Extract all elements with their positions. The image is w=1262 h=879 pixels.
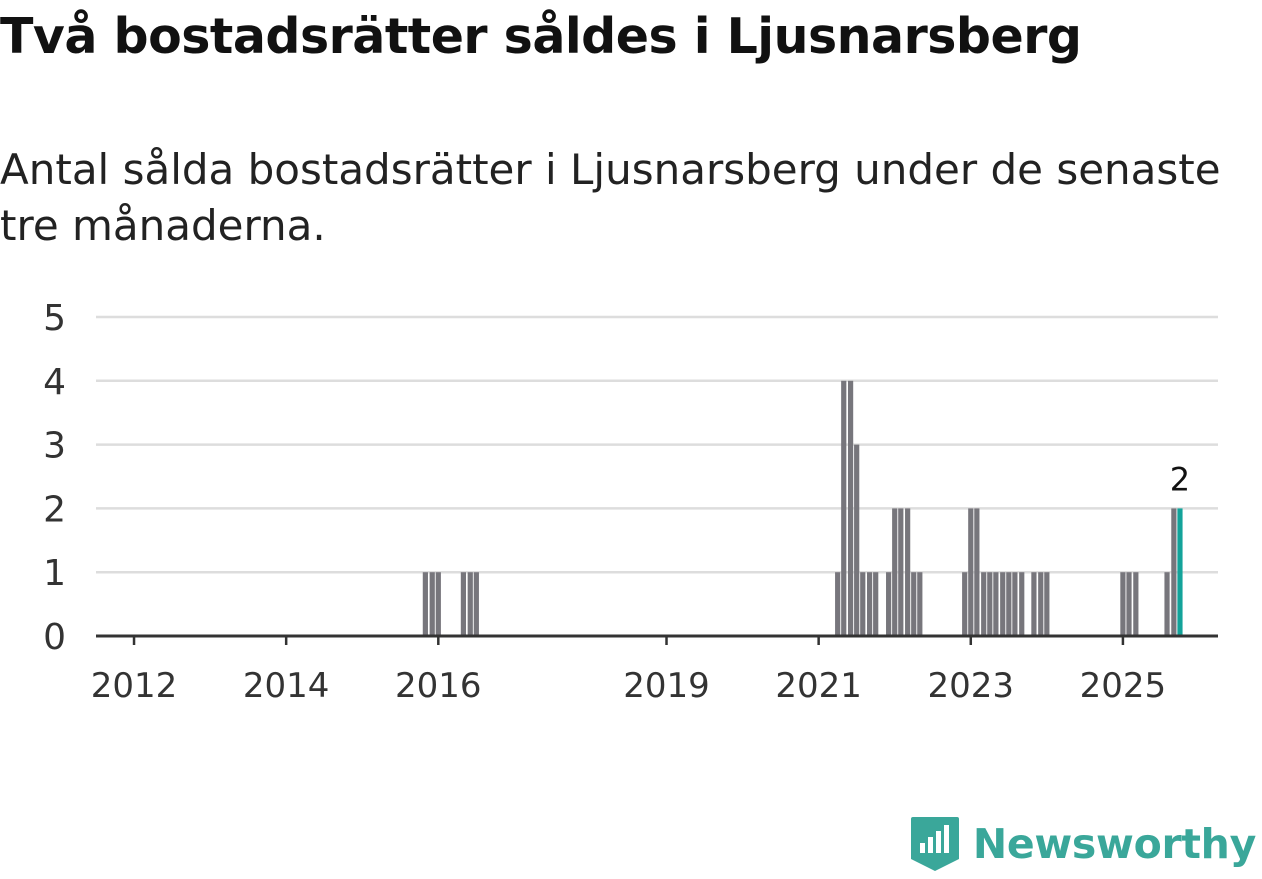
data-labels: 2 <box>1170 460 1190 498</box>
x-tick-label: 2019 <box>623 666 710 706</box>
bar <box>1012 572 1018 636</box>
bar <box>422 572 428 636</box>
bar <box>473 572 479 636</box>
bar <box>1171 508 1177 636</box>
y-tick-label: 2 <box>43 489 66 530</box>
x-tick-label: 2016 <box>395 666 482 706</box>
bar <box>873 572 879 636</box>
bar <box>987 572 993 636</box>
bar <box>1164 572 1170 636</box>
x-tick-label: 2025 <box>1080 666 1167 706</box>
bar <box>1038 572 1044 636</box>
bar <box>847 380 854 636</box>
bar <box>981 572 987 636</box>
bar <box>841 380 847 636</box>
y-tick-label: 5 <box>43 298 66 339</box>
bar <box>1019 572 1025 636</box>
chart-title: Två bostadsrätter såldes i Ljusnarsberg <box>0 8 1082 65</box>
x-tick-label: 2023 <box>928 666 1015 706</box>
data-label: 2 <box>1170 460 1190 498</box>
bar <box>1044 572 1050 636</box>
bar <box>429 572 435 636</box>
bar <box>835 572 841 636</box>
bar <box>1120 572 1126 636</box>
bar <box>1133 572 1139 636</box>
bar <box>962 572 968 636</box>
highlighted-bar <box>1177 508 1183 636</box>
bar <box>1126 572 1132 636</box>
bar <box>974 508 980 636</box>
y-axis-ticks: 0 1 2 3 4 5 <box>43 298 66 658</box>
bar <box>467 572 473 636</box>
newsworthy-bar-chart-icon <box>910 817 959 871</box>
bar <box>860 572 866 636</box>
chart-subtitle: Antal sålda bostadsrätter i Ljusnarsberg… <box>0 145 1221 250</box>
y-tick-label: 1 <box>43 553 66 594</box>
bar <box>892 508 898 636</box>
bar <box>968 508 974 636</box>
bar <box>1000 572 1006 636</box>
bar <box>898 508 904 636</box>
bar <box>460 572 467 636</box>
bar <box>905 508 911 636</box>
bar <box>435 572 441 636</box>
brand-name: Newsworthy <box>972 820 1256 868</box>
bar <box>1031 572 1037 636</box>
gridlines <box>96 315 1218 574</box>
y-tick-label: 0 <box>43 617 66 658</box>
bar <box>886 572 892 636</box>
x-tick-label: 2014 <box>243 666 330 706</box>
bars <box>422 380 1183 636</box>
bar <box>854 444 860 636</box>
x-axis-ticks: 2012 2014 2016 2019 2021 2023 2025 <box>91 634 1218 706</box>
bar <box>911 572 917 636</box>
bar <box>867 572 873 636</box>
bar <box>993 572 999 636</box>
bar <box>917 572 923 636</box>
newsworthy-brand: Newsworthy <box>909 815 1256 873</box>
bar <box>1006 572 1012 636</box>
x-tick-label: 2021 <box>775 666 862 706</box>
y-tick-label: 3 <box>43 426 66 467</box>
x-tick-label: 2012 <box>91 666 178 706</box>
bar-chart: 0 1 2 3 4 5 2012 2014 2016 2019 2021 2023 2025 2 <box>43 298 1218 706</box>
y-tick-label: 4 <box>43 362 66 403</box>
